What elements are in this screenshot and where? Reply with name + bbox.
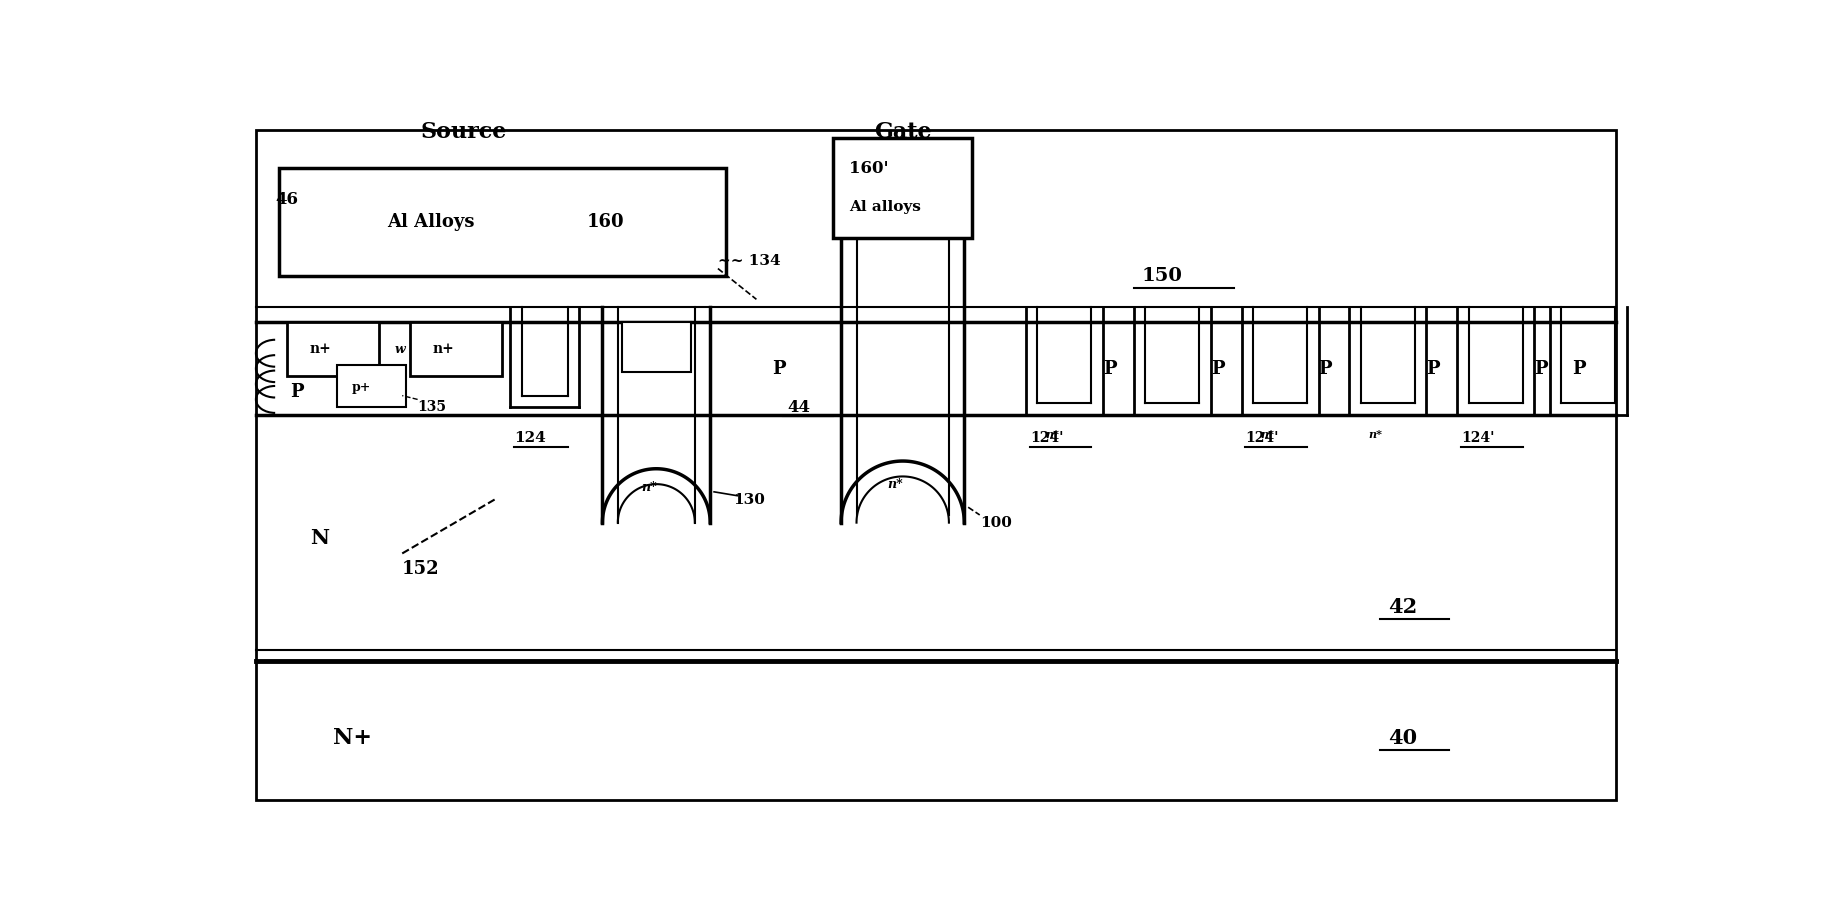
Text: n+: n+ <box>433 343 455 356</box>
Bar <box>409 322 502 376</box>
Text: n+: n+ <box>310 343 332 356</box>
Text: ~~ 134: ~~ 134 <box>718 254 780 267</box>
Text: N+: N+ <box>332 727 373 749</box>
Text: 152: 152 <box>402 560 440 578</box>
Text: N: N <box>310 528 329 548</box>
Text: 42: 42 <box>1388 597 1417 617</box>
Text: P: P <box>1572 360 1587 377</box>
Text: P: P <box>1211 360 1225 377</box>
Text: P: P <box>1318 360 1333 377</box>
Text: Al alloys: Al alloys <box>849 200 920 214</box>
Text: Source: Source <box>420 121 508 143</box>
Text: 46: 46 <box>276 191 298 208</box>
Text: n*: n* <box>641 482 657 495</box>
Text: P: P <box>1426 360 1441 377</box>
Text: n*: n* <box>887 477 902 491</box>
Text: Gate: Gate <box>875 121 931 143</box>
Text: P: P <box>290 383 305 400</box>
Bar <box>336 365 405 407</box>
Text: n*: n* <box>1368 429 1382 440</box>
Text: p+: p+ <box>645 343 665 356</box>
Text: w: w <box>394 343 405 356</box>
Text: 130: 130 <box>734 493 765 507</box>
Text: 150: 150 <box>1141 267 1181 285</box>
Text: 124': 124' <box>1245 431 1278 445</box>
Text: Al Alloys: Al Alloys <box>387 213 475 232</box>
Text: 160': 160' <box>849 160 889 177</box>
Text: 100: 100 <box>981 516 1012 529</box>
Text: 44: 44 <box>787 398 811 416</box>
Text: 124': 124' <box>1030 431 1063 445</box>
Text: 135: 135 <box>418 400 447 414</box>
Text: P: P <box>772 360 785 377</box>
Text: p+: p+ <box>352 381 371 395</box>
Bar <box>287 322 380 376</box>
Bar <box>279 169 725 277</box>
Text: 40: 40 <box>1388 728 1417 748</box>
Text: P: P <box>1103 360 1116 377</box>
Text: 124: 124 <box>513 431 546 445</box>
Text: 160: 160 <box>586 213 624 232</box>
Text: 124': 124' <box>1461 431 1494 445</box>
Text: P: P <box>1534 360 1548 377</box>
Bar <box>833 137 971 238</box>
Bar <box>621 322 690 373</box>
Text: n*: n* <box>1260 429 1275 440</box>
Text: n*: n* <box>1044 429 1059 440</box>
